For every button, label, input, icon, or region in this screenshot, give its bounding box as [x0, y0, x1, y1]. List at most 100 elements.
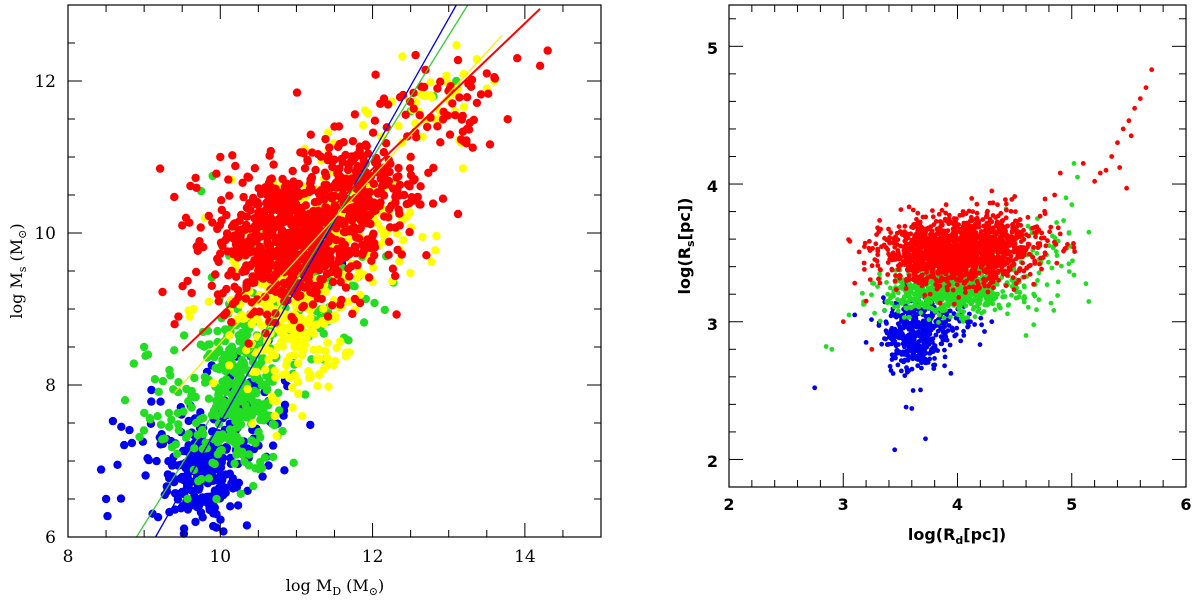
left-point-green — [120, 396, 130, 405]
left-point-red — [174, 312, 183, 321]
right-point-red — [956, 266, 961, 272]
right-point-blue — [889, 352, 895, 358]
right-point-red — [939, 207, 945, 213]
right-point-blue — [910, 388, 916, 393]
right-point-blue — [912, 318, 918, 324]
right-point-blue — [902, 341, 908, 347]
right-point-red — [933, 250, 938, 256]
right-point-green — [1034, 307, 1039, 313]
right-point-green — [1063, 195, 1069, 201]
left-point-red — [250, 214, 259, 223]
left-point-green — [170, 346, 179, 355]
right-point-green — [981, 309, 987, 314]
right-point-red — [867, 238, 872, 244]
right-point-blue — [935, 328, 941, 334]
right-point-green — [1044, 282, 1050, 288]
left-point-red — [265, 231, 274, 240]
left-point-red — [433, 122, 442, 131]
right-point-red — [907, 257, 913, 262]
left-point-blue — [212, 523, 221, 532]
right-point-red — [877, 280, 883, 286]
left-point-red — [247, 298, 257, 307]
right-point-red — [986, 283, 992, 289]
left-point-green — [167, 415, 176, 425]
left-point-red — [406, 171, 416, 180]
left-point-yellow — [331, 356, 340, 366]
left-point-red — [416, 200, 425, 209]
left-point-yellow — [292, 339, 302, 348]
left-point-red — [334, 181, 343, 190]
left-point-red — [370, 116, 380, 125]
right-point-red — [967, 284, 972, 290]
left-point-green — [241, 401, 250, 410]
right-point-red — [898, 243, 903, 249]
left-point-yellow — [301, 330, 310, 339]
left-point-blue — [202, 492, 212, 502]
right-point-red — [1011, 261, 1017, 267]
left-point-yellow — [369, 263, 378, 272]
right-point-red — [915, 210, 921, 216]
right-point-red — [873, 241, 879, 247]
left-point-red — [225, 191, 234, 200]
left-point-red — [328, 156, 337, 166]
right-point-red — [903, 286, 909, 291]
right-point-red — [1021, 274, 1027, 280]
left-point-green — [260, 453, 270, 462]
right-point-blue — [989, 319, 995, 325]
left-point-red — [271, 287, 280, 296]
left-point-red — [299, 301, 308, 311]
left-point-blue — [101, 494, 111, 504]
left-point-red — [216, 249, 225, 258]
right-point-green — [978, 297, 983, 303]
right-point-blue — [943, 320, 948, 325]
right-point-blue — [940, 336, 946, 341]
left-point-red — [255, 307, 264, 316]
left-point-red — [214, 297, 223, 306]
right-point-green — [1048, 300, 1054, 306]
left-point-green — [234, 375, 244, 385]
right-point-blue — [884, 342, 890, 347]
left-point-green — [212, 494, 221, 504]
right-point-red — [996, 268, 1001, 274]
right-point-green — [895, 308, 901, 314]
left-point-blue — [152, 456, 161, 466]
left-point-red — [327, 267, 336, 277]
left-point-red — [213, 224, 222, 234]
right-point-blue — [954, 325, 960, 331]
left-point-red — [263, 310, 272, 319]
left-point-green — [370, 298, 379, 308]
left-point-yellow — [405, 208, 415, 217]
right-point-green — [1075, 174, 1080, 180]
right-point-green — [915, 303, 920, 309]
right-point-green — [945, 303, 951, 309]
left-point-red — [292, 88, 302, 97]
right-point-green — [1006, 302, 1012, 307]
left-point-red — [348, 309, 357, 318]
left-point-red — [269, 160, 278, 169]
left-point-yellow — [271, 373, 280, 382]
right-point-green — [936, 296, 942, 302]
right-point-green — [1050, 233, 1055, 239]
left-point-red — [328, 277, 338, 287]
right-point-blue — [883, 336, 888, 342]
right-point-blue — [919, 365, 924, 371]
left-point-yellow — [399, 236, 408, 245]
right-point-red — [935, 226, 940, 232]
right-point-red — [911, 258, 917, 264]
right-point-blue — [977, 342, 983, 347]
right-point-green — [1009, 292, 1014, 298]
right-point-green — [1031, 291, 1037, 297]
right-point-green — [1070, 258, 1075, 264]
left-point-green — [249, 481, 258, 491]
left-point-red — [261, 328, 270, 338]
left-point-blue — [228, 484, 238, 493]
left-point-red — [261, 260, 271, 270]
right-point-blue — [890, 371, 896, 376]
left-point-red — [353, 168, 362, 177]
right-point-green — [872, 310, 877, 316]
right-point-green — [937, 312, 942, 318]
right-point-green — [895, 304, 901, 309]
left-point-blue — [191, 517, 200, 527]
right-point-blue — [897, 323, 902, 329]
left-point-blue — [233, 501, 243, 510]
